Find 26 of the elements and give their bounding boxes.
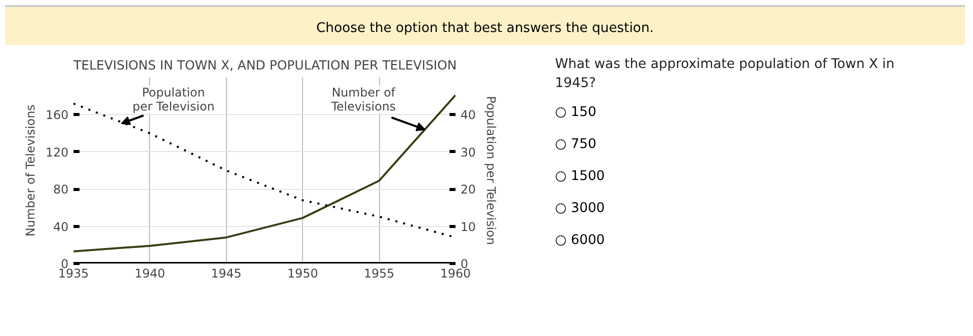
text: ○ 6000 — [555, 232, 605, 250]
y-tick-label: 160 — [46, 108, 68, 122]
y2-tick-label: 10 — [460, 220, 476, 234]
text: ○ 3000 — [555, 200, 605, 218]
text: ○ 150 — [555, 104, 596, 122]
text: ○ 750 — [555, 136, 596, 154]
y2-axis-title: Population per Television — [484, 96, 498, 245]
y-tick-label: 40 — [53, 220, 69, 234]
x-tick-label: 1960 — [440, 266, 471, 280]
text: ○ 1500 — [555, 168, 605, 186]
chart-title: TELEVISIONS IN TOWN X, AND POPULATION PER TELEVISION — [72, 58, 457, 72]
y-tick-label: 120 — [46, 145, 68, 160]
y-tick-label: 80 — [53, 182, 69, 197]
x-tick-label: 1950 — [287, 266, 318, 280]
x-tick-label: 1955 — [364, 266, 394, 280]
y-axis-title: Number of Televisions — [24, 104, 38, 237]
text: Choose the option that best answers the question. — [316, 20, 654, 38]
x-tick-label: 1940 — [134, 266, 166, 280]
x-tick-label: 1945 — [211, 266, 242, 280]
y2-tick-label: 20 — [460, 182, 476, 197]
annotation: Population per Television — [132, 86, 215, 114]
y2-tick-label: 30 — [460, 145, 476, 160]
x-tick-label: 1935 — [58, 266, 89, 280]
text: What was the approximate population of Town X in 1945? — [555, 56, 896, 94]
annotation: Number of Televisions — [330, 86, 396, 114]
y2-tick-label: 40 — [460, 108, 476, 122]
